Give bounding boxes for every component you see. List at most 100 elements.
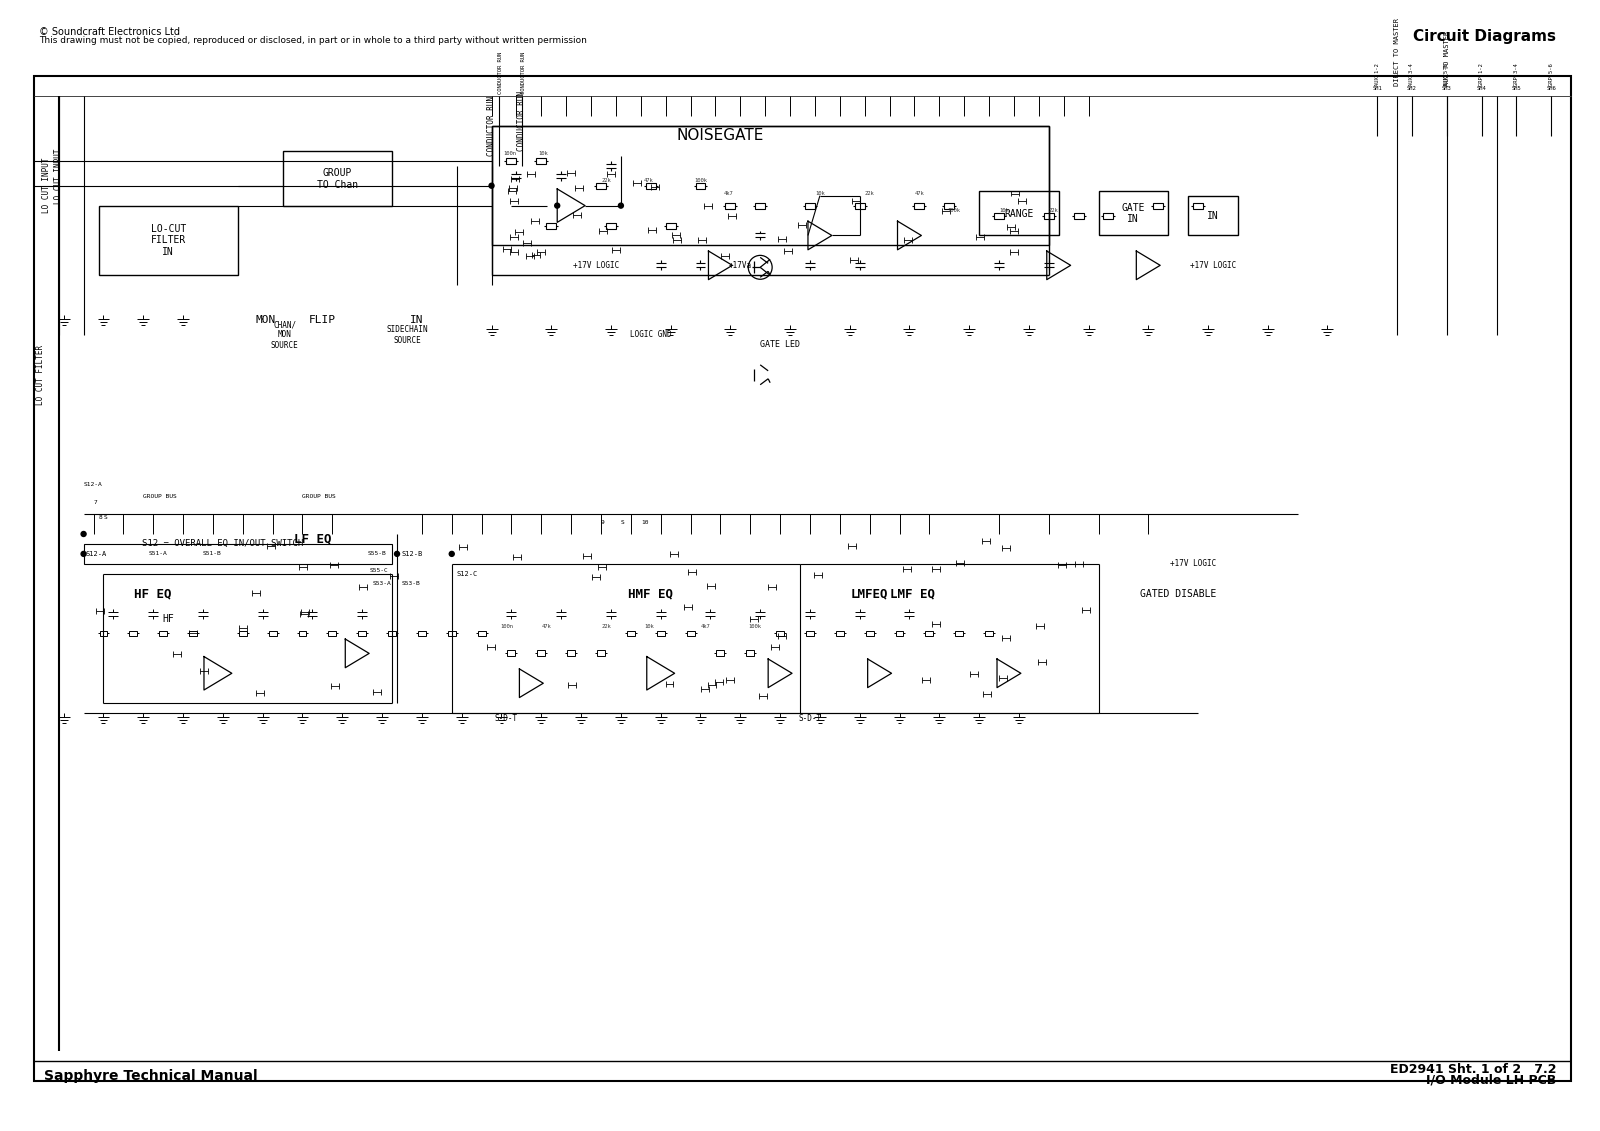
Bar — [507, 158, 517, 164]
Text: 9: 9 — [602, 519, 605, 525]
Bar — [507, 650, 515, 656]
Bar — [1194, 202, 1203, 208]
Text: +17V LOGIC: +17V LOGIC — [1190, 261, 1237, 270]
Text: CONDUCTOR RUN: CONDUCTOR RUN — [522, 52, 526, 94]
Text: NOISEGATE: NOISEGATE — [677, 129, 765, 144]
Bar — [866, 630, 874, 637]
Text: 10: 10 — [640, 519, 648, 525]
Text: 10k: 10k — [814, 191, 824, 196]
Bar — [1104, 213, 1114, 218]
Text: S55-B: S55-B — [366, 552, 386, 556]
Text: S12-C: S12-C — [456, 571, 478, 577]
Text: S51-B: S51-B — [203, 552, 222, 556]
Text: GROUP BUS: GROUP BUS — [302, 493, 336, 499]
Text: 100k: 100k — [749, 624, 762, 629]
Bar — [717, 650, 725, 656]
Text: SH3: SH3 — [1442, 86, 1451, 92]
Circle shape — [619, 204, 624, 208]
Text: LO CUT FILTER: LO CUT FILTER — [35, 345, 45, 405]
Bar — [99, 630, 107, 637]
Text: Circuit Diagrams: Circuit Diagrams — [1413, 28, 1557, 43]
Bar — [606, 223, 616, 228]
Text: 22k: 22k — [864, 191, 875, 196]
Text: 100n: 100n — [499, 624, 514, 629]
Text: 47k: 47k — [643, 179, 654, 183]
Text: 4k7: 4k7 — [701, 624, 710, 629]
Text: 22k: 22k — [602, 179, 611, 183]
Text: S-D-T: S-D-T — [798, 714, 821, 723]
Text: AUX 1-2: AUX 1-2 — [1374, 63, 1379, 86]
Text: 7: 7 — [93, 500, 98, 504]
Text: LO-CUT
FILTER
IN: LO-CUT FILTER IN — [150, 224, 186, 257]
Text: CONDUCTOR RUN: CONDUCTOR RUN — [517, 90, 526, 152]
Text: 4k7: 4k7 — [723, 191, 733, 196]
Bar — [805, 202, 814, 208]
Bar — [1189, 196, 1238, 235]
Text: IN: IN — [1206, 210, 1219, 221]
Bar — [1043, 213, 1054, 218]
Bar — [944, 202, 954, 208]
Bar — [328, 630, 336, 637]
Text: GATE
IN: GATE IN — [1122, 202, 1146, 224]
Bar — [238, 630, 246, 637]
Bar — [269, 630, 277, 637]
Text: S: S — [104, 515, 107, 519]
Bar — [776, 630, 784, 637]
Text: GATED DISABLE: GATED DISABLE — [1139, 589, 1216, 598]
Bar — [358, 630, 366, 637]
Text: 47k: 47k — [541, 624, 550, 629]
Bar — [536, 158, 546, 164]
Bar — [478, 630, 485, 637]
Text: LO CUT INPUT: LO CUT INPUT — [42, 158, 51, 214]
Text: FLIP: FLIP — [309, 316, 336, 325]
Circle shape — [82, 552, 86, 556]
Bar — [746, 650, 754, 656]
Text: © Soundcraft Electronics Ltd: © Soundcraft Electronics Ltd — [38, 26, 179, 36]
Bar — [189, 630, 197, 637]
Text: LF EQ: LF EQ — [294, 533, 331, 545]
Text: GRP 3-4: GRP 3-4 — [1514, 63, 1518, 86]
Text: CONDUCTOR RUN: CONDUCTOR RUN — [486, 96, 496, 156]
Bar — [896, 630, 904, 637]
Text: S12-A: S12-A — [85, 551, 107, 556]
Bar — [283, 150, 392, 206]
Bar — [955, 630, 963, 637]
Text: DIRECT TO MASTER: DIRECT TO MASTER — [1394, 18, 1400, 86]
Bar — [725, 202, 736, 208]
Text: 22k: 22k — [1050, 208, 1059, 213]
Text: S53-A: S53-A — [373, 581, 390, 586]
Text: RANGE: RANGE — [1005, 208, 1034, 218]
Bar — [418, 630, 426, 637]
Bar — [994, 213, 1003, 218]
Bar — [696, 183, 706, 189]
Bar — [979, 191, 1059, 235]
Bar — [646, 183, 656, 189]
Bar — [389, 630, 397, 637]
Text: S51-A: S51-A — [149, 552, 166, 556]
Text: CONDUCTOR RUN: CONDUCTOR RUN — [498, 52, 502, 94]
Bar — [656, 630, 664, 637]
Text: +17Va: +17Va — [728, 261, 752, 270]
Text: CHAN/
MON
SOURCE: CHAN/ MON SOURCE — [270, 320, 299, 349]
Bar — [491, 126, 1048, 245]
Bar — [925, 630, 933, 637]
Bar — [160, 630, 166, 637]
Text: LOGIC GND: LOGIC GND — [630, 330, 672, 339]
Text: GRP 5-6: GRP 5-6 — [1549, 63, 1554, 86]
Text: GATE LED: GATE LED — [760, 340, 800, 349]
Bar — [627, 630, 635, 637]
Text: SH1: SH1 — [1373, 86, 1382, 92]
Text: LO CUT INPUT: LO CUT INPUT — [54, 148, 64, 204]
Text: 10k: 10k — [998, 208, 1010, 213]
Text: HMF EQ: HMF EQ — [629, 587, 674, 601]
Text: 100k: 100k — [694, 179, 707, 183]
Text: S53-B: S53-B — [402, 581, 421, 586]
Bar — [83, 544, 392, 564]
Text: +17V LOGIC: +17V LOGIC — [573, 261, 619, 270]
Text: 10k: 10k — [643, 624, 654, 629]
Bar — [99, 206, 238, 275]
Circle shape — [490, 183, 494, 188]
Text: 8: 8 — [99, 515, 102, 519]
Bar — [835, 630, 843, 637]
Bar — [34, 76, 1571, 1081]
